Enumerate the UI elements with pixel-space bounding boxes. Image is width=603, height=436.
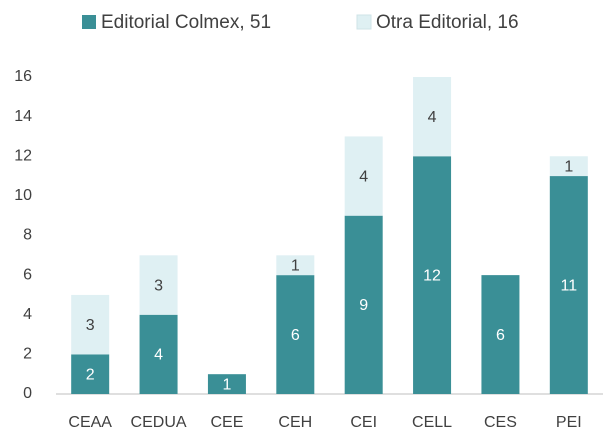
data-label: 9 bbox=[359, 297, 368, 314]
y-tick-label: 14 bbox=[14, 108, 32, 125]
legend-swatch bbox=[356, 14, 372, 30]
y-tick-label: 0 bbox=[23, 385, 32, 402]
x-tick-label: CEI bbox=[350, 414, 377, 431]
y-tick-label: 2 bbox=[23, 346, 32, 363]
data-label: 1 bbox=[222, 376, 231, 393]
legend-label: Otra Editorial, 16 bbox=[376, 12, 519, 33]
bar-segment bbox=[481, 275, 520, 394]
bar-segment bbox=[139, 255, 178, 315]
x-tick-label: PEI bbox=[556, 414, 582, 431]
data-label: 4 bbox=[154, 347, 163, 364]
bar-segment bbox=[71, 354, 110, 394]
bar-segment bbox=[276, 255, 315, 276]
x-tick-label: CEH bbox=[278, 414, 312, 431]
data-label: 6 bbox=[496, 327, 505, 344]
x-tick-label: CEDUA bbox=[131, 414, 187, 431]
data-label: 3 bbox=[86, 317, 95, 334]
bar-segment bbox=[344, 215, 383, 394]
y-tick-label: 10 bbox=[14, 187, 32, 204]
legend-swatch bbox=[82, 15, 96, 29]
x-tick-label: CELL bbox=[412, 414, 452, 431]
bar-segment bbox=[549, 176, 588, 394]
data-label: 1 bbox=[291, 257, 300, 274]
y-tick-label: 16 bbox=[14, 68, 32, 85]
legend-label: Editorial Colmex, 51 bbox=[101, 12, 271, 33]
data-label: 6 bbox=[291, 327, 300, 344]
bar-segment bbox=[71, 294, 110, 355]
data-label: 4 bbox=[359, 168, 368, 185]
bar-segment bbox=[276, 275, 315, 394]
data-label: 1 bbox=[564, 158, 573, 175]
bar-segment bbox=[344, 136, 383, 216]
data-label: 11 bbox=[561, 277, 578, 294]
bar-segment bbox=[413, 156, 452, 394]
bar-segment bbox=[139, 314, 178, 394]
x-tick-label: CEAA bbox=[68, 414, 112, 431]
y-tick-label: 8 bbox=[23, 227, 32, 244]
data-label: 12 bbox=[423, 267, 441, 284]
y-tick-label: 4 bbox=[23, 306, 32, 323]
bar-segment bbox=[207, 374, 246, 394]
bar-segment bbox=[413, 77, 452, 157]
data-label: 3 bbox=[154, 277, 163, 294]
bar-segment bbox=[549, 156, 588, 177]
y-tick-label: 12 bbox=[14, 147, 32, 164]
data-label: 4 bbox=[428, 109, 437, 126]
x-tick-label: CES bbox=[484, 414, 517, 431]
x-tick-label: CEE bbox=[210, 414, 243, 431]
y-tick-label: 6 bbox=[23, 266, 32, 283]
data-label: 2 bbox=[86, 366, 95, 383]
